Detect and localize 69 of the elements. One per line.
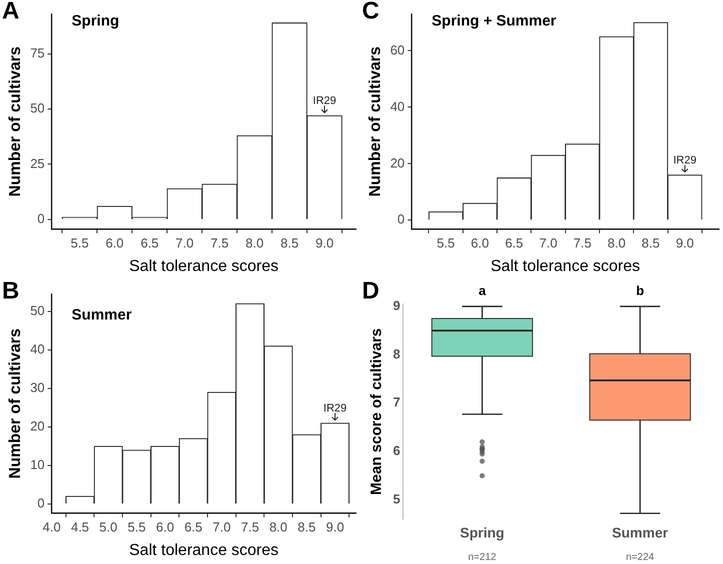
y-tick-label: 7 [392, 394, 400, 410]
y-tick-label: 50 [30, 100, 45, 116]
annotation: IR29 [673, 154, 696, 167]
x-tick-label: 9.0 [326, 520, 344, 535]
y-axis-title: Number of cultivars [7, 328, 24, 479]
text: b [636, 283, 644, 298]
y-tick-label: 8 [392, 346, 400, 362]
y-tick-label: 25 [30, 156, 45, 171]
chart-title: Spring [72, 12, 120, 30]
x-tick-label: 7.0 [176, 236, 194, 251]
chart-title: Spring + Summer [432, 12, 556, 30]
y-tick-label: 0 [37, 211, 45, 226]
x-tick-label: 6.5 [184, 520, 202, 535]
y-tick-label: 50 [30, 302, 45, 318]
x-tick-label: 6.0 [470, 236, 489, 251]
y-tick-label: 40 [390, 98, 405, 114]
x-tick-label: 5.0 [99, 520, 118, 535]
y-axis-title: Number of cultivars [367, 46, 384, 197]
y-tick-label: 0 [37, 496, 45, 511]
x-tick-label: 8.5 [642, 236, 660, 251]
y-tick-label: 60 [390, 42, 405, 58]
x-tick-label: 9.0 [315, 236, 334, 251]
x-tick-label: 8.0 [246, 236, 264, 251]
text: Summer [72, 306, 132, 324]
text: n=212 [468, 552, 497, 563]
y-tick-label: 5 [392, 491, 400, 506]
y-tick-label: 40 [30, 341, 45, 356]
x-axis-title: Salt tolerance scores [129, 542, 279, 559]
text: C [362, 0, 380, 25]
x-tick-label: 7.5 [573, 236, 592, 251]
x-tick-label: 6.5 [140, 236, 159, 251]
x-tick-label: 8.5 [280, 236, 299, 251]
text: D [362, 278, 380, 305]
text: n=224 [626, 552, 655, 563]
y-tick-label: 30 [30, 380, 45, 395]
x-tick-label: 8.0 [269, 520, 288, 535]
x-tick-label: Summer [612, 524, 669, 540]
y-tick-label: 20 [390, 155, 405, 170]
x-tick-label: 7.0 [212, 520, 231, 535]
x-tick-label: Spring [460, 524, 504, 540]
x-tick-label: 5.5 [436, 236, 455, 251]
text: A [2, 0, 20, 25]
y-tick-label: 75 [30, 45, 45, 60]
x-tick-label: 6.5 [505, 236, 524, 251]
y-axis-title: Number of cultivars [7, 46, 24, 197]
x-tick-label: 6.0 [106, 236, 124, 251]
y-axis-title: Mean score of cultivars [368, 328, 386, 495]
annotation: IR29 [323, 402, 347, 415]
text: a [478, 283, 487, 298]
x-tick-label: 4.5 [70, 520, 90, 535]
y-tick-label: 0 [397, 212, 405, 227]
x-tick-label: 5.5 [70, 236, 89, 251]
y-tick-label: 6 [392, 443, 400, 458]
x-tick-label: 4.0 [42, 520, 61, 535]
y-tick-label: 10 [30, 457, 45, 472]
y-tick-label: 20 [30, 418, 45, 434]
text: B [2, 278, 20, 305]
x-tick-label: 7.5 [210, 236, 229, 251]
x-tick-label: 7.5 [240, 520, 260, 535]
x-tick-label: 5.5 [128, 520, 146, 535]
x-tick-label: 8.0 [608, 236, 626, 251]
x-axis-title: Salt tolerance scores [129, 258, 279, 275]
x-tick-label: 8.5 [298, 520, 316, 535]
y-tick-label: 9 [392, 298, 400, 313]
x-tick-label: 6.0 [156, 520, 174, 535]
annotation: IR29 [312, 95, 336, 108]
x-tick-label: 7.0 [539, 236, 558, 251]
x-tick-label: 9.0 [676, 236, 694, 251]
x-axis-title: Salt tolerance scores [490, 258, 640, 275]
